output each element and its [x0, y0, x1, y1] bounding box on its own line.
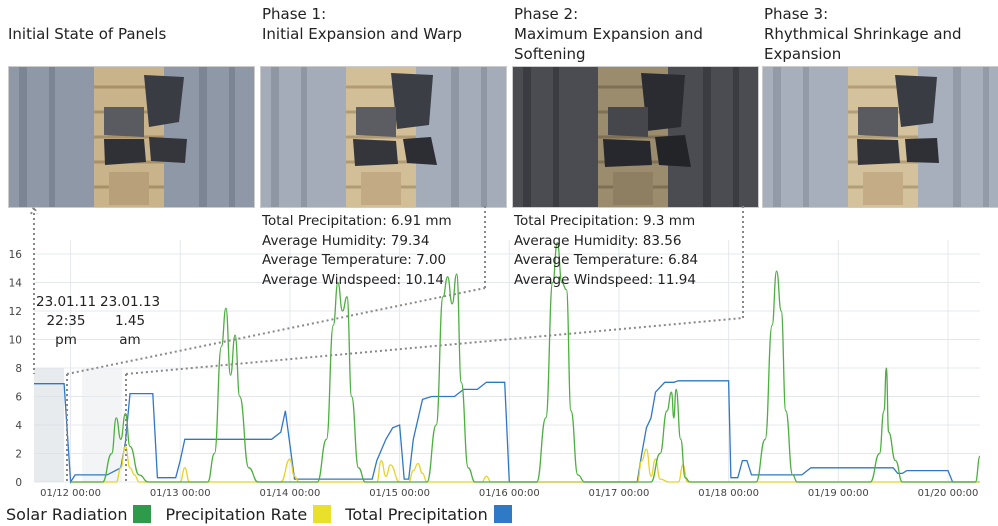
annotation-date: 23.01.13 — [100, 294, 161, 310]
photo-phase-2 — [512, 66, 759, 208]
stat-average-windspeed: Average Windspeed: 10.14 — [262, 271, 444, 288]
shaded-period-2 — [82, 368, 123, 482]
annotation-ampm: am — [119, 332, 141, 348]
chart-legend: Solar Radiation Precipitation Rate Total… — [6, 503, 526, 525]
annotation-time: 22:35 — [46, 313, 86, 329]
series-layer — [34, 241, 981, 485]
y-tick-label: 12 — [9, 306, 22, 318]
annotation-time: 1.45 — [114, 313, 146, 329]
stat-total-precipitation: Total Precipitation: 9.3 mm — [514, 213, 696, 229]
y-tick-label: 0 — [15, 477, 22, 489]
phase-title-1: Phase 1: Initial Expansion and Warp — [262, 5, 463, 43]
legend-label: Solar Radiation — [6, 504, 128, 524]
x-tick-label: 01/18 00:00 — [698, 488, 759, 499]
phase-title-3: Phase 3: Rhythmical Shrinkage and Expans… — [764, 5, 962, 63]
x-tick-label: 01/13 00:00 — [150, 488, 211, 499]
connector-phase1-a — [66, 287, 486, 375]
stat-total-precipitation: Total Precipitation: 6.91 mm — [262, 213, 452, 229]
y-axis-ticks: 0 2 4 6 8 10 12 14 16 — [9, 249, 23, 489]
photo-initial-panels — [8, 66, 255, 208]
y-tick-label: 14 — [9, 278, 23, 290]
annotation-start-time: 23.01.11 22:35 pm — [36, 293, 96, 350]
y-tick-label: 6 — [15, 392, 22, 404]
connector-lines — [30, 206, 744, 484]
legend-item-rate: Precipitation Rate — [165, 504, 332, 524]
x-axis-ticks: 01/12 00:00 01/13 00:00 01/14 00:00 01/15 0… — [40, 488, 978, 499]
stat-average-temperature: Average Temperature: 6.84 — [514, 252, 699, 268]
x-tick-label: 01/19 00:00 — [808, 488, 869, 499]
stat-average-temperature: Average Temperature: 7.00 — [262, 252, 447, 268]
shaded-region — [34, 368, 123, 482]
legend-swatch-rate — [313, 505, 332, 523]
annotation-date: 23.01.11 — [36, 294, 97, 310]
legend-label: Precipitation Rate — [165, 504, 308, 524]
series-line-rate — [70, 445, 980, 483]
x-tick-label: 01/12 00:00 — [40, 488, 101, 499]
phase-title-2: Phase 2: Maximum Expansion and Softening — [514, 5, 703, 63]
phase-1-stats: Total Precipitation: 6.91 mm Average Hum… — [262, 212, 452, 290]
legend-item-total: Total Precipitation — [345, 504, 512, 524]
y-tick-label: 8 — [15, 363, 22, 375]
y-tick-label: 2 — [15, 449, 22, 461]
stat-average-humidity: Average Humidity: 83.56 — [514, 232, 682, 249]
x-tick-label: 01/16 00:00 — [479, 488, 540, 499]
stat-average-humidity: Average Humidity: 79.34 — [262, 232, 430, 249]
series-line-solar — [70, 241, 981, 483]
annotation-ampm: pm — [55, 332, 77, 348]
photo-phase-1 — [260, 66, 507, 208]
x-tick-label: 01/15 00:00 — [369, 488, 430, 499]
x-tick-label: 01/20 00:00 — [918, 488, 979, 499]
phase-title-initial: Initial State of Panels — [8, 25, 167, 43]
series-line-total — [34, 380, 980, 485]
stat-average-windspeed: Average Windspeed: 11.94 — [514, 271, 696, 288]
annotation-second-time: 23.01.13 1.45 am — [100, 293, 160, 350]
legend-label: Total Precipitation — [345, 504, 488, 524]
x-tick-label: 01/17 00:00 — [589, 488, 650, 499]
arrowhead-initial — [30, 206, 38, 215]
legend-swatch-solar — [133, 505, 152, 523]
y-tick-label: 4 — [15, 420, 22, 432]
shaded-period — [34, 368, 65, 482]
connector-phase2-a — [125, 317, 744, 375]
legend-item-solar: Solar Radiation — [6, 504, 152, 524]
y-tick-label: 10 — [9, 335, 22, 347]
photo-phase-3 — [762, 66, 998, 208]
x-tick-label: 01/14 00:00 — [260, 488, 321, 499]
legend-swatch-total — [493, 505, 512, 523]
phase-2-stats: Total Precipitation: 9.3 mm Average Humi… — [514, 212, 698, 290]
y-tick-label: 16 — [9, 249, 23, 261]
